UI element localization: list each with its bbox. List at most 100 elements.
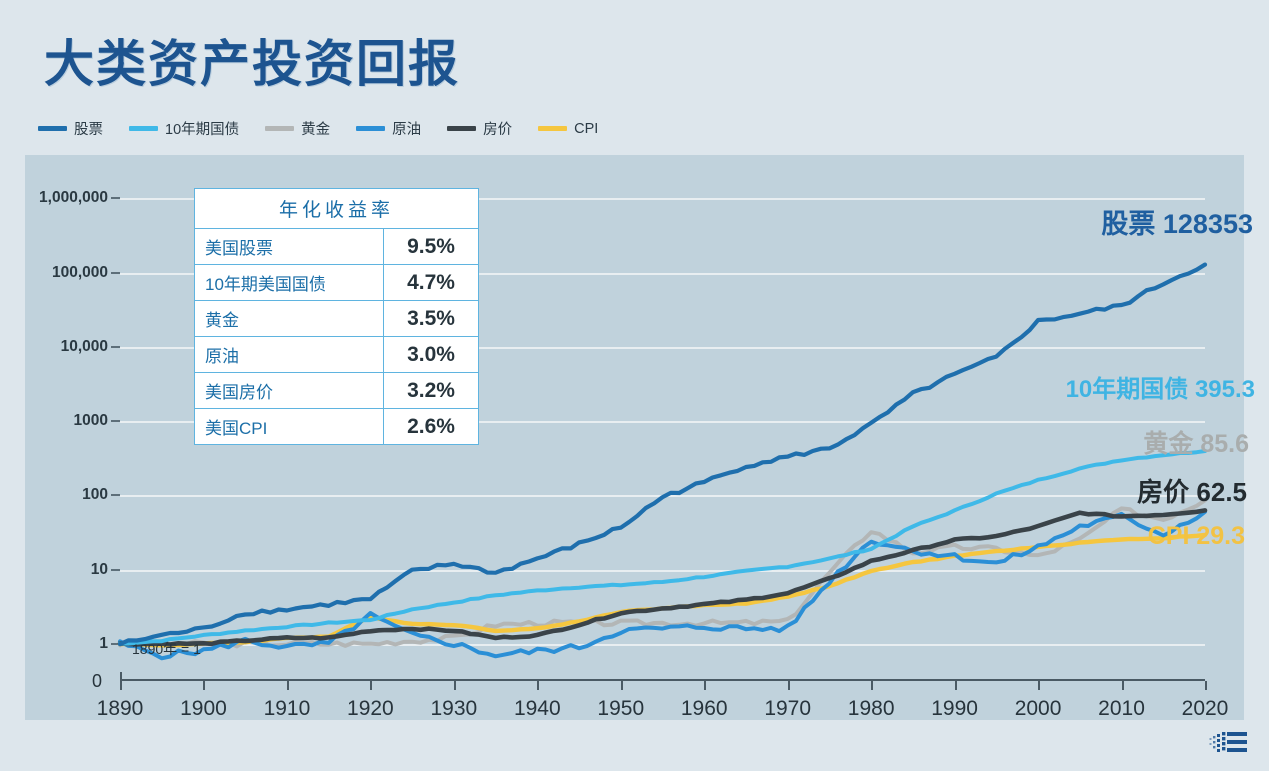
x-tick-label: 1940 xyxy=(513,697,561,720)
page-title: 大类资产投资回报 xyxy=(44,36,460,92)
y-tick-label: 10,000 xyxy=(60,337,108,355)
rate-table-row: 美国CPI 2.6% xyxy=(194,408,479,445)
rate-table-row: 黄金 3.5% xyxy=(194,300,479,337)
gridline xyxy=(120,198,1205,201)
legend-label: 原油 xyxy=(392,122,422,138)
legend-swatch-cpi-icon xyxy=(538,126,568,131)
rate-asset-name: 美国房价 xyxy=(194,372,384,409)
series-end-label-cpi: CPI 29.3 xyxy=(1147,522,1245,550)
series-line-原油 xyxy=(118,509,1207,661)
series-end-label-house: 房价 62.5 xyxy=(1137,477,1247,507)
x-axis-line xyxy=(120,679,1205,681)
x-tick-label: 2000 xyxy=(1014,697,1062,720)
legend-item-gold[interactable]: 黄金 xyxy=(265,118,330,139)
y-tick-label: 1000 xyxy=(73,412,108,430)
y-tick-label: 1,000,000 xyxy=(39,189,108,207)
annualized-return-table: 年化收益率 美国股票 9.5% 10年期美国国债 4.7% 黄金 3.5% 原油 3.0% 美国房… xyxy=(194,188,479,445)
y-tick-label: 10 xyxy=(90,560,108,578)
x-tick-label: 1900 xyxy=(180,697,227,720)
legend-label: 黄金 xyxy=(301,122,331,138)
x-tick-mark xyxy=(954,681,957,690)
x-tick-label: 1980 xyxy=(847,697,895,720)
y-tick-mark xyxy=(111,494,120,497)
x-tick-label: 1990 xyxy=(931,697,978,720)
x-tick-mark xyxy=(453,681,456,690)
gridline xyxy=(120,272,1205,275)
x-tick-mark xyxy=(1121,681,1124,690)
y-tick-mark xyxy=(111,197,120,200)
legend-label: 股票 xyxy=(74,122,103,138)
rate-asset-name: 美国股票 xyxy=(194,228,384,265)
series-end-label-gold: 黄金 85.6 xyxy=(1143,430,1249,458)
series-lines xyxy=(117,262,1208,661)
gridline xyxy=(120,346,1205,349)
rate-asset-value: 3.0% xyxy=(383,336,479,373)
x-axis-origin-cap xyxy=(120,672,122,681)
base-year-note: 1890年 = 1 xyxy=(132,641,201,657)
y-tick-mark xyxy=(111,642,120,645)
series-line-股票 xyxy=(117,262,1208,647)
legend-item-cpi[interactable]: CPI xyxy=(538,121,598,137)
x-tick-label: 1970 xyxy=(764,697,812,720)
x-tick-label: 1960 xyxy=(680,697,728,720)
series-end-label-bond: 10年期国债 395.3 xyxy=(1065,376,1255,403)
x-tick-label: 2020 xyxy=(1181,697,1229,720)
x-tick-mark xyxy=(1038,681,1041,690)
gridline xyxy=(120,421,1205,424)
rate-table-row: 美国股票 9.5% xyxy=(194,228,479,265)
rate-asset-name: 黄金 xyxy=(194,300,384,337)
rate-table-row: 10年期美国国债 4.7% xyxy=(194,264,479,301)
rate-asset-value: 3.2% xyxy=(383,372,479,409)
rate-asset-value: 2.6% xyxy=(383,408,479,445)
series-line-房价 xyxy=(117,508,1208,647)
x-tick-mark xyxy=(1205,681,1207,690)
series-end-label-stock: 股票 128353 xyxy=(1101,209,1253,239)
y-tick-label: 1 xyxy=(99,634,108,652)
series-line-10年期国债 xyxy=(118,449,1207,646)
footer-strip xyxy=(0,720,1269,771)
gridline xyxy=(120,569,1205,572)
rate-asset-value: 4.7% xyxy=(383,264,479,301)
y-tick-label: 100 xyxy=(82,486,108,504)
x-tick-label: 1950 xyxy=(597,697,645,720)
x-tick-mark xyxy=(537,681,540,690)
gridline xyxy=(120,643,1205,646)
x-tick-label: 1910 xyxy=(263,697,311,720)
x-tick-label: 2010 xyxy=(1098,697,1145,720)
legend-item-house[interactable]: 房价 xyxy=(447,118,512,139)
plot-area: 1 10 100 1000 10,000 100,000 1,000,000 0 1890 1… xyxy=(39,173,1228,720)
x-tick-label: 1920 xyxy=(347,697,394,720)
rate-asset-value: 9.5% xyxy=(383,228,479,265)
x-tick-label: 1890 xyxy=(96,697,144,720)
legend-swatch-gold-icon xyxy=(265,126,295,131)
legend-item-stock[interactable]: 股票 xyxy=(38,118,103,139)
rate-table-row: 美国房价 3.2% xyxy=(194,372,479,409)
legend-label: CPI xyxy=(574,120,599,137)
rate-asset-name: 美国CPI xyxy=(194,408,384,445)
x-tick-mark xyxy=(203,681,206,690)
brand-logo-icon xyxy=(1209,732,1247,752)
y-tick-mark xyxy=(111,271,120,274)
rate-table-header-row: 年化收益率 xyxy=(194,188,479,229)
x-tick-mark xyxy=(620,681,623,690)
legend-item-bond[interactable]: 10年期国债 xyxy=(129,118,239,139)
x-tick-mark xyxy=(120,681,122,690)
x-tick-mark xyxy=(704,681,707,690)
y-tick-mark xyxy=(111,345,120,348)
legend-swatch-bond-icon xyxy=(129,126,158,131)
x-tick-mark xyxy=(286,681,289,690)
rate-asset-value: 3.5% xyxy=(383,300,479,337)
x-tick-label: 1930 xyxy=(430,697,478,720)
x-tick-mark xyxy=(370,681,373,690)
y-tick-mark xyxy=(111,420,120,423)
legend-item-oil[interactable]: 原油 xyxy=(356,118,421,139)
y-axis-zero-label: 0 xyxy=(92,671,103,691)
legend-label: 房价 xyxy=(483,122,513,138)
rate-asset-name: 原油 xyxy=(194,336,384,373)
rate-table-row: 原油 3.0% xyxy=(194,336,479,373)
x-tick-mark xyxy=(787,681,790,690)
y-tick-label: 100,000 xyxy=(51,263,108,281)
x-tick-mark xyxy=(871,681,874,690)
legend-swatch-oil-icon xyxy=(356,126,386,131)
series-line-黄金 xyxy=(118,498,1207,649)
